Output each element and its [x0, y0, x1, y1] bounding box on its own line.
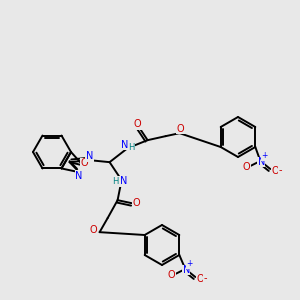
Text: O: O [80, 158, 88, 168]
Text: -: - [204, 273, 207, 283]
Text: N: N [120, 176, 127, 186]
Text: O: O [177, 124, 184, 134]
Text: +: + [186, 260, 193, 268]
Text: N: N [258, 157, 265, 167]
Text: N: N [183, 265, 190, 275]
Text: N: N [86, 151, 93, 161]
Text: H: H [112, 177, 119, 186]
Text: +: + [261, 152, 268, 160]
Text: O: O [167, 270, 175, 280]
Text: O: O [134, 119, 141, 129]
Text: N: N [76, 171, 83, 181]
Text: N: N [121, 140, 128, 150]
Text: H: H [128, 143, 135, 152]
Text: O: O [196, 274, 204, 284]
Text: O: O [242, 162, 250, 172]
Text: O: O [133, 198, 140, 208]
Text: O: O [90, 225, 98, 235]
Text: -: - [279, 165, 282, 175]
Text: O: O [272, 166, 279, 176]
